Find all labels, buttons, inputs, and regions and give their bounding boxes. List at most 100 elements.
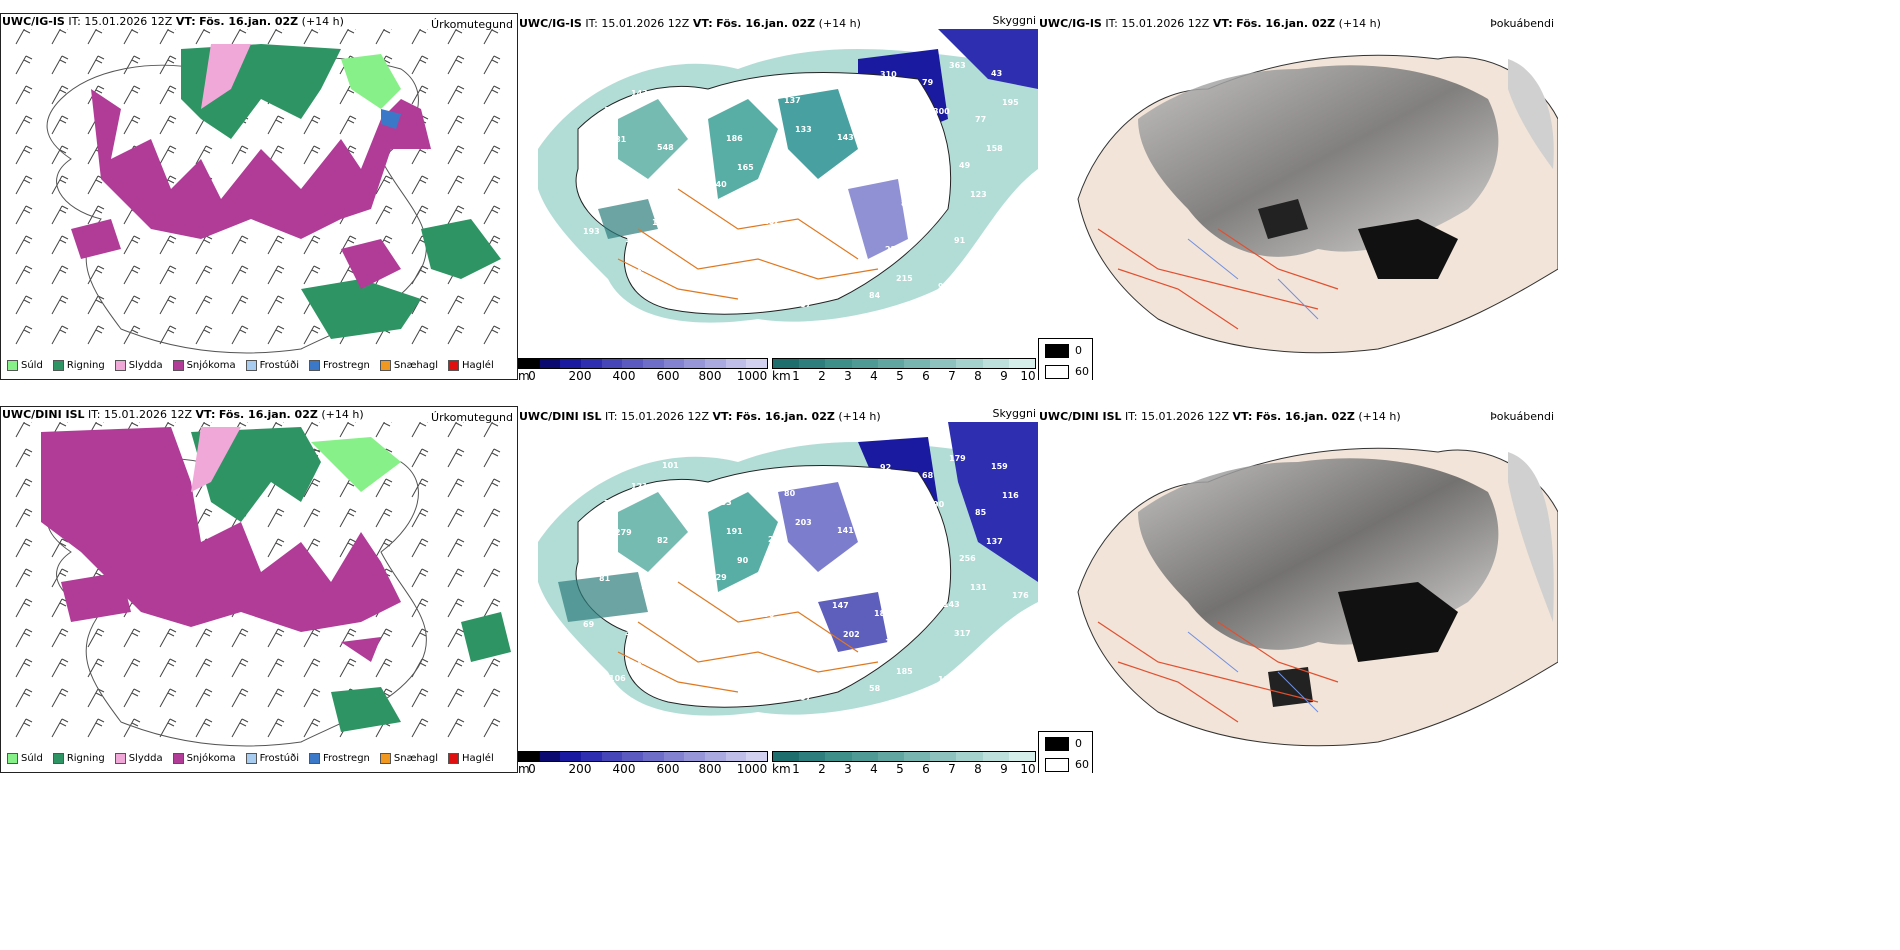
wind-barb — [303, 115, 321, 135]
visibility-value-label: 106 — [821, 572, 838, 581]
wind-barb — [447, 55, 465, 75]
wind-barb — [267, 508, 285, 528]
wind-barb — [51, 295, 69, 315]
visibility-value-label: 332 — [827, 283, 844, 292]
wind-barb — [303, 145, 321, 165]
visibility-value-label: 49 — [959, 161, 971, 170]
visibility-value-label: 199 — [668, 565, 685, 574]
visibility-value-label: 80 — [784, 489, 796, 498]
wind-barb — [411, 265, 429, 285]
wind-barb — [411, 658, 429, 678]
wind-barb — [123, 235, 141, 255]
wind-barb — [375, 478, 393, 498]
wind-barb — [483, 448, 501, 468]
visibility-value-label: 116 — [1002, 491, 1019, 500]
wind-barb — [15, 478, 33, 498]
wind-barb — [483, 325, 501, 345]
wind-barb — [375, 29, 392, 45]
cloud-key-white-swatch — [1045, 758, 1069, 772]
wind-barb — [15, 265, 33, 285]
wind-barb — [195, 235, 213, 255]
vis-tick: 8 — [974, 369, 982, 380]
legend-item: Frostúði — [245, 753, 299, 764]
wind-barb — [483, 85, 501, 105]
legend-swatch — [52, 360, 64, 371]
legend-item: Frostregn — [309, 753, 370, 764]
visibility-value-label: 101 — [662, 461, 679, 470]
cloud-panel-row1: UWC/IG-IS IT: 15.01.2026 12Z VT: Fös. 16… — [1038, 13, 1558, 380]
wind-barb — [267, 265, 285, 285]
wind-barb — [15, 55, 33, 75]
wind-barb — [411, 55, 429, 75]
visibility-value-label: 241 — [811, 472, 828, 481]
visibility-colorbar: km 1 2 3 4 5 6 7 8 9 10 — [772, 358, 1036, 380]
wind-barb — [411, 205, 429, 225]
visibility-value-label: 137 — [673, 490, 690, 499]
visibility-value-label: 88 — [758, 292, 770, 301]
visibility-value-label: 310 — [880, 70, 897, 79]
visibility-value-label: 141 — [774, 246, 791, 255]
wind-barb — [195, 29, 212, 45]
visibility-value-label: 228 — [885, 245, 902, 254]
wind-barb — [447, 628, 465, 648]
wind-barb — [303, 422, 320, 438]
visibility-value-label: 68 — [922, 471, 934, 480]
legend-swatch — [448, 753, 460, 764]
visibility-value-label: 421 — [578, 445, 595, 454]
wind-barb — [375, 508, 393, 528]
wind-barb — [123, 718, 141, 738]
wind-barb — [15, 235, 33, 255]
vis-tick: 9 — [1000, 369, 1008, 380]
visibility-value-label: 85 — [917, 153, 929, 162]
wind-barb — [447, 85, 465, 105]
wind-barb — [483, 568, 501, 588]
visibility-value-label: 76 — [604, 499, 616, 508]
visibility-value-label: 135 — [853, 87, 870, 96]
wind-barb — [51, 175, 69, 195]
visibility-value-label: 193 — [583, 227, 600, 236]
legend-item: Frostúði — [245, 360, 299, 371]
legend-item: Slydda — [114, 360, 163, 371]
wind-barb — [195, 628, 213, 648]
wind-barb — [51, 688, 69, 708]
wind-barb — [87, 205, 105, 225]
visibility-value-label: 175 — [917, 546, 934, 555]
legend-swatch — [309, 753, 320, 764]
visibility-value-label: 132 — [890, 563, 907, 572]
visibility-value-label: 159 — [991, 462, 1008, 471]
visibility-map: 110 143 98 165 226 330 215 363 195 81 106 190 141 332… — [538, 29, 1038, 323]
wind-barb — [123, 85, 141, 105]
wind-barb — [483, 205, 501, 225]
wind-barb — [267, 658, 285, 678]
visibility-value-label: 77 — [975, 115, 986, 124]
visibility-value-label: 306 — [864, 509, 881, 518]
visibility-value-label: 194 — [864, 116, 881, 125]
wind-barb — [483, 295, 501, 315]
wind-barb — [195, 658, 213, 678]
wind-barb — [267, 295, 285, 315]
precip-map — [15, 29, 501, 354]
wind-barb — [231, 235, 249, 255]
visibility-value-label: 106 — [668, 172, 685, 181]
visibility-value-label: 110 — [885, 638, 902, 647]
visibility-value-label: 123 — [970, 190, 987, 199]
cloud-map — [1077, 447, 1558, 747]
panel-title: UWC/IG-IS IT: 15.01.2026 12Z VT: Fös. 16… — [519, 17, 861, 30]
panel-name: Skyggni — [992, 14, 1036, 27]
visibility-value-label: 137 — [986, 537, 1003, 546]
wind-barb — [15, 448, 33, 468]
vis-tick: 5 — [896, 762, 904, 773]
visibility-value-label: 191 — [726, 527, 743, 536]
height-tick: 1000 — [736, 762, 768, 773]
wind-barb — [123, 29, 140, 45]
wind-barb — [267, 115, 285, 135]
visibility-value-label: 55 — [816, 647, 828, 656]
wind-barb — [159, 235, 177, 255]
height-unit: m — [518, 762, 530, 773]
visibility-value-label: 91 — [954, 236, 966, 245]
visibility-value-label: 114 — [625, 235, 642, 244]
wind-barb — [483, 55, 501, 75]
wind-barb — [15, 145, 33, 165]
wind-barb — [447, 205, 465, 225]
visibility-value-label: 154 — [604, 106, 621, 115]
